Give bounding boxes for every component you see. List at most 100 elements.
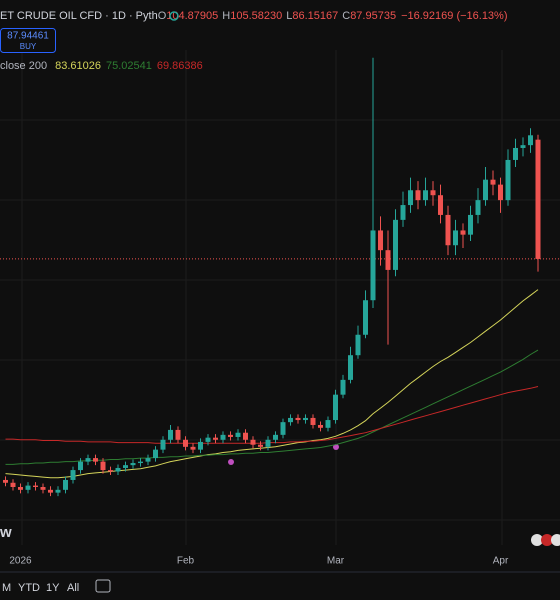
candle-body bbox=[63, 479, 68, 490]
candle-body bbox=[258, 444, 263, 447]
indicator-legend: close 200 83.61026 75.02541 69.86386 bbox=[0, 60, 203, 72]
range-button[interactable]: YTD bbox=[18, 582, 40, 594]
x-tick-label: Feb bbox=[177, 556, 195, 567]
candle-body bbox=[295, 417, 301, 421]
candle-body bbox=[468, 214, 473, 235]
candle-body bbox=[363, 300, 368, 335]
buy-button[interactable] bbox=[0, 28, 56, 53]
candle-body bbox=[175, 429, 181, 440]
candle-body bbox=[310, 417, 316, 425]
candle-body bbox=[355, 334, 361, 356]
ohlc-value: 87.95735 bbox=[350, 10, 396, 22]
candle-body bbox=[243, 432, 248, 440]
candle-body bbox=[528, 135, 533, 146]
candle-body bbox=[25, 485, 31, 490]
candle-body bbox=[385, 250, 391, 270]
ohlc-key: C bbox=[342, 10, 350, 22]
indicator-value: 83.61026 bbox=[55, 60, 101, 72]
cross-marker bbox=[228, 459, 234, 465]
candle-body bbox=[265, 439, 271, 447]
candle-body bbox=[273, 434, 278, 440]
candle-body bbox=[513, 147, 518, 160]
candle-body bbox=[198, 441, 203, 450]
candle-body bbox=[303, 417, 308, 421]
candle-body bbox=[55, 489, 61, 493]
candle-body bbox=[78, 461, 83, 471]
candle-body bbox=[400, 205, 406, 220]
candle-body bbox=[333, 394, 338, 421]
candle-body bbox=[423, 190, 428, 201]
candle-body bbox=[108, 470, 113, 472]
candle-body bbox=[48, 489, 53, 493]
candle-body bbox=[3, 479, 8, 483]
candle-body bbox=[220, 434, 226, 440]
range-button[interactable]: All bbox=[67, 582, 79, 594]
ohlc-key: L bbox=[286, 10, 292, 22]
x-tick-label: 2026 bbox=[9, 556, 32, 567]
candle-body bbox=[535, 139, 541, 259]
candle-body bbox=[190, 446, 196, 450]
candle-body bbox=[430, 190, 436, 196]
candle-body bbox=[370, 230, 376, 301]
range-button[interactable]: M bbox=[2, 582, 11, 594]
range-button[interactable]: 1Y bbox=[46, 582, 60, 594]
ohlc-value: 86.15167 bbox=[292, 10, 338, 22]
candle-body bbox=[483, 179, 488, 201]
candle-body bbox=[70, 470, 76, 480]
candle-body bbox=[415, 190, 421, 201]
candle-body bbox=[115, 467, 121, 472]
candle-body bbox=[130, 463, 136, 466]
candle-body bbox=[505, 159, 511, 201]
candle-body bbox=[280, 422, 286, 435]
logo: w bbox=[0, 524, 12, 541]
indicator-label: close 200 bbox=[0, 60, 47, 72]
candle-body bbox=[145, 458, 151, 462]
candle-body bbox=[153, 449, 158, 459]
candle-body bbox=[160, 439, 166, 450]
indicator-value: 75.02541 bbox=[106, 60, 152, 72]
candle-body bbox=[40, 487, 46, 490]
ohlc-value: 105.58230 bbox=[230, 10, 282, 22]
x-tick-label: Apr bbox=[493, 556, 509, 567]
buy-label: BUY bbox=[20, 42, 37, 51]
candle-body bbox=[393, 219, 398, 270]
candle-body bbox=[168, 429, 173, 440]
indicator-value: 69.86386 bbox=[157, 60, 203, 72]
header: ET CRUDE OIL CFD · 1D · PythO104.87905 H1… bbox=[0, 10, 508, 22]
candle-body bbox=[325, 420, 331, 428]
status-dot bbox=[169, 11, 179, 21]
candle-body bbox=[138, 461, 143, 464]
candle-body bbox=[123, 465, 128, 468]
candle-body bbox=[228, 434, 233, 437]
grid bbox=[0, 50, 560, 545]
candle-body bbox=[453, 230, 458, 246]
candle-body bbox=[18, 487, 23, 490]
x-tick-label: Mar bbox=[327, 556, 345, 567]
moving-average-line bbox=[5, 386, 539, 444]
candle-body bbox=[490, 179, 496, 185]
ohlc-key: O bbox=[158, 10, 167, 22]
ohlc-value: 104.87905 bbox=[166, 10, 218, 22]
candle-body bbox=[445, 214, 451, 246]
candle-body bbox=[183, 439, 188, 447]
candle-body bbox=[378, 230, 383, 251]
candle-body bbox=[250, 439, 256, 445]
candle-body bbox=[33, 485, 38, 488]
candle-body bbox=[100, 461, 106, 471]
flags bbox=[531, 534, 560, 546]
buy-price: 87.94461 bbox=[7, 31, 49, 42]
cross-marker bbox=[333, 444, 339, 450]
calendar-icon[interactable] bbox=[95, 579, 111, 593]
candle-body bbox=[85, 458, 91, 462]
candle-body bbox=[340, 379, 346, 395]
candle-body bbox=[408, 190, 413, 206]
moving-average-line bbox=[5, 289, 539, 479]
candle-body bbox=[10, 482, 16, 488]
symbol-title: ET CRUDE OIL CFD · 1D · Pyth bbox=[0, 10, 158, 22]
candle-body bbox=[93, 458, 98, 462]
ohlc-key: H bbox=[222, 10, 230, 22]
change: −16.92169 (−16.13%) bbox=[401, 10, 507, 22]
candle-body bbox=[288, 417, 293, 423]
